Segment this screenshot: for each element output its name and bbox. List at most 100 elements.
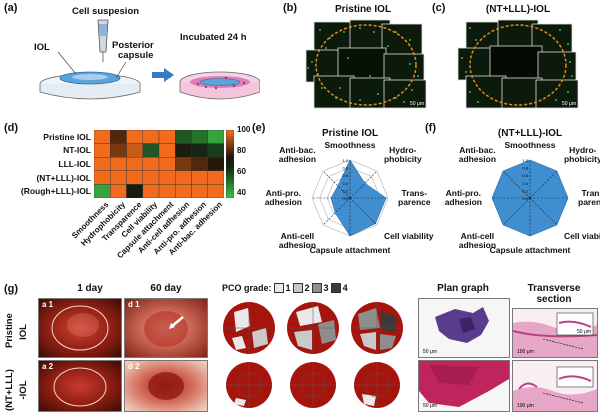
heatmap-cell (207, 184, 224, 198)
colorbar-segment (226, 196, 234, 198)
colorbar-segment (226, 140, 234, 143)
heatmap-cell (191, 170, 208, 185)
colorbar-segment (226, 134, 234, 137)
colorbar-segment (226, 138, 234, 141)
radar-ring-label: 0.0 (342, 196, 348, 201)
heatmap-cell (110, 170, 127, 185)
radar-spoke (529, 197, 558, 226)
photo-label: a 2 (42, 362, 54, 371)
heatmap-cell (175, 143, 192, 158)
heatmap-cell (158, 170, 176, 185)
panel-f-title: (NT+LLL)-IOL (497, 128, 563, 139)
grade-2-swatch (292, 283, 303, 293)
capsule-label: capsule (118, 50, 154, 61)
radar-spoke (322, 170, 351, 199)
section-header: section (536, 294, 572, 305)
photo-label: a 1 (42, 300, 54, 309)
pco-grade-title: PCO grade: (222, 283, 272, 293)
heatmap-cell (126, 170, 143, 185)
photo-label: c 1 (284, 298, 296, 307)
photo-d2-ntlll-60day: d 2 (124, 360, 208, 412)
transverse-ntlll: 100 μm (512, 360, 598, 412)
colorbar-segment (226, 166, 234, 169)
process-arrow-icon (152, 68, 174, 82)
grade-1-swatch (273, 283, 284, 293)
pristine-iol-fluorescence: 50 μm (300, 18, 428, 110)
panel-e-label: (e) (252, 122, 266, 134)
heatmap-cell (207, 157, 224, 172)
radar-ring-label: 0.0 (522, 196, 528, 201)
transverse-pristine: 100 μm 50 μm (512, 308, 598, 358)
photo-d1-pristine-60day: d 1 (124, 298, 208, 358)
radar-axis-label: Capsule attachment (489, 245, 571, 255)
heatmap-cell (158, 130, 176, 144)
pco-map-c1: c 1 (282, 298, 344, 356)
heatmap-cell (110, 130, 127, 144)
colorbar-segment (226, 176, 234, 179)
panel-c-label: (c) (432, 2, 446, 14)
colorbar-segment (226, 194, 234, 197)
radar-axis-label: Smoothness (324, 140, 376, 150)
colorbar-tick: 80 (237, 145, 246, 155)
transverse-inset-scale-1: 50 μm (577, 329, 591, 335)
plan-graph-ntlll: 50 μm (418, 360, 510, 412)
radar-axis-label: Anti-cell adhesion (278, 230, 317, 250)
schematic-illustration (39, 19, 260, 100)
colorbar-segment (226, 184, 234, 187)
colorbar-segment (226, 178, 234, 181)
heatmap-cell (207, 143, 224, 158)
heatmap-cell (126, 184, 143, 198)
radar-axis-label: Anti-pro. adhesion (264, 188, 302, 207)
colorbar-segment (226, 188, 234, 191)
transverse-scale-1: 100 μm (517, 349, 534, 355)
plan-graph-header: Plan graph (437, 283, 489, 294)
radar-axis-label: Smoothness (504, 140, 556, 150)
heatmap-cell (94, 170, 111, 185)
panel-c-scale: 50 μm (562, 101, 576, 107)
heatmap-cell (94, 130, 111, 144)
heatmap-cell (175, 130, 192, 144)
radar-ring-label: 0.2 (342, 188, 348, 193)
colorbar-segment (226, 162, 234, 165)
colorbar-segment (226, 132, 234, 135)
plan-scale-2: 50 μm (423, 403, 437, 409)
radar-axis-label: Trans-parence (578, 188, 600, 207)
colorbar-segment (226, 174, 234, 177)
radar-ring-label: 0.8 (522, 166, 528, 171)
colorbar-tick: 100 (237, 125, 251, 134)
colorbar-segment (226, 156, 234, 159)
colorbar-tick: 40 (237, 187, 246, 197)
transverse-header: Transverse (527, 283, 581, 294)
panel-b-label: (b) (283, 2, 298, 14)
pipette-icon (97, 19, 109, 62)
colorbar-segment (226, 142, 234, 145)
plan-scale-1: 50 μm (423, 349, 437, 355)
colorbar-segment (226, 150, 234, 153)
heatmap-cell (110, 184, 127, 198)
row1-label-a: Pristine (4, 313, 15, 348)
radar-axis-label: Anti-pro. adhesion (444, 188, 482, 207)
pco-map-b1: b 1 (218, 298, 280, 356)
panel-f-label: (f) (425, 122, 436, 134)
heatmap-row-label: (NT+LLL)-IOL (36, 172, 91, 183)
colorbar-segment (226, 180, 234, 183)
radar-ring-label: 0.6 (522, 173, 528, 178)
radar-chart-pristine: 1.0 0.8 0.6 0.4 0.2 0.0 (311, 158, 389, 237)
heatmap-cell (191, 143, 208, 158)
col-1day-header: 1 day (77, 283, 103, 294)
heatmap-row-label: (Rough+LLL)-IOL (20, 186, 91, 197)
heatmap-row-label: LLL-IOL (58, 159, 91, 169)
panel-e-title: Pristine IOL (321, 128, 379, 139)
radar-axis-label: Hydro-phobicity (383, 145, 422, 165)
heatmap-cell (175, 184, 192, 198)
photo-label: d 1 (348, 298, 360, 307)
pco-map-c2: c 2 (282, 360, 344, 410)
heatmap-cell (94, 143, 111, 158)
colorbar-segment (226, 168, 234, 171)
panel-b-scale: 50 μm (410, 101, 424, 107)
radar-axis-label: Anti-cell adhesion (458, 230, 497, 250)
radar-spoke (349, 170, 378, 199)
grade-3-swatch (311, 283, 322, 293)
heatmap-cell (175, 157, 192, 172)
heatmap-cell (191, 157, 208, 172)
